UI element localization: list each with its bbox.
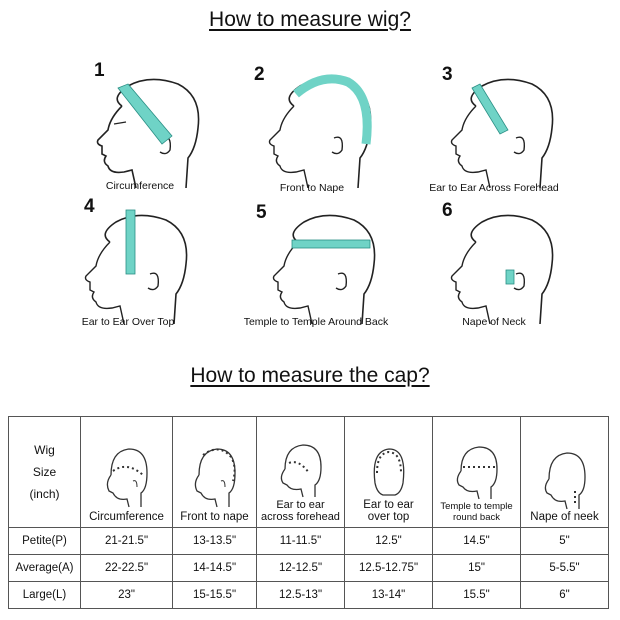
head-profile-temple-icon	[272, 214, 376, 324]
cap-size-table: Wig Size (inch) Circumference Front to n…	[8, 416, 609, 609]
step-caption: Ear to Ear Over Top	[81, 316, 175, 328]
step-number: 5	[256, 202, 267, 223]
step-number: 3	[442, 64, 453, 85]
table-cell: 13-14"	[344, 581, 433, 609]
step-front-to-nape: 2 Front to Nape	[212, 58, 412, 208]
cap-measure-title: How to measure the cap?	[190, 364, 430, 387]
head-profile-over-top-icon	[84, 209, 188, 324]
table-cell: 15.5"	[432, 581, 521, 609]
size-label: Large(L)	[8, 581, 81, 609]
col-ear-to-ear-top: Ear to ear over top	[344, 416, 433, 528]
step-ear-to-ear-top: 4 Ear to Ear Over Top	[28, 194, 228, 344]
col-temple-to-temple: Temple to temple round back	[432, 416, 521, 528]
table-cell: 14-14.5"	[172, 554, 257, 582]
head-profile-front-to-nape-icon	[268, 74, 372, 188]
cap-temple-icon	[456, 446, 498, 500]
wig-measure-title: How to measure wig?	[209, 8, 411, 31]
head-profile-forehead-icon	[450, 78, 554, 188]
table-cell: 12-12.5"	[256, 554, 345, 582]
table-cell: 21-21.5"	[80, 527, 173, 555]
size-label: Petite(P)	[8, 527, 81, 555]
table-header-row: Wig Size (inch) Circumference Front to n…	[8, 416, 609, 528]
step-circumference: 1 Circumference	[40, 58, 240, 208]
size-label: Average(A)	[8, 554, 81, 582]
table-cell: 12.5-12.75"	[344, 554, 433, 582]
table-cell: 12.5"	[344, 527, 433, 555]
head-profile-nape-icon	[450, 214, 554, 324]
table-cell: 15-15.5"	[172, 581, 257, 609]
column-header: Temple to temple round back	[440, 501, 513, 523]
step-number: 2	[254, 64, 265, 85]
cap-over-top-icon	[373, 448, 404, 496]
column-header: Ear to ear across forehead	[261, 499, 340, 523]
cap-forehead-icon	[280, 444, 322, 498]
col-circumference: Circumference	[80, 416, 173, 528]
corner-cell: Wig Size (inch)	[8, 416, 81, 528]
head-profile-circumference-icon	[96, 78, 200, 188]
col-front-to-nape: Front to nape	[172, 416, 257, 528]
step-ear-to-ear-forehead: 3 Ear to Ear Across Forehead	[394, 58, 594, 208]
step-nape-of-neck: 6 Nape of Neck	[394, 194, 594, 344]
step-caption: Temple to Temple Around Back	[243, 316, 389, 328]
column-header: Front to nape	[180, 511, 249, 523]
table-cell: 13-13.5"	[172, 527, 257, 555]
step-caption: Nape of Neck	[462, 316, 526, 328]
table-cell: 5-5.5"	[520, 554, 609, 582]
column-header: Nape of neek	[530, 511, 599, 523]
table-cell: 11-11.5"	[256, 527, 345, 555]
cap-front-to-nape-icon	[194, 448, 236, 508]
column-header: Circumference	[89, 511, 164, 523]
step-number: 4	[84, 196, 95, 217]
table-cell: 23"	[80, 581, 173, 609]
table-cell: 14.5"	[432, 527, 521, 555]
step-caption: Circumference	[105, 180, 175, 192]
col-ear-to-ear-forehead: Ear to ear across forehead	[256, 416, 345, 528]
table-cell: 6"	[520, 581, 609, 609]
col-nape-of-neck: Nape of neek	[520, 416, 609, 528]
step-number: 1	[94, 60, 105, 81]
step-caption: Front to Nape	[279, 182, 345, 194]
table-cell: 5"	[520, 527, 609, 555]
step-temple-to-temple: 5 Temple to Temple Around Back	[216, 194, 416, 344]
cap-circumference-icon	[106, 448, 148, 508]
table-row: Petite(P) 21-21.5" 13-13.5" 11-11.5" 12.…	[8, 527, 609, 555]
step-caption: Ear to Ear Across Forehead	[429, 182, 559, 194]
table-cell: 15"	[432, 554, 521, 582]
table-row: Large(L) 23" 15-15.5" 12.5-13" 13-14" 15…	[8, 581, 609, 609]
table-cell: 12.5-13"	[256, 581, 345, 609]
column-header: Ear to ear over top	[363, 499, 414, 523]
table-row: Average(A) 22-22.5" 14-14.5" 12-12.5" 12…	[8, 554, 609, 582]
table-cell: 22-22.5"	[80, 554, 173, 582]
step-number: 6	[442, 200, 453, 221]
cap-nape-icon	[544, 452, 586, 510]
